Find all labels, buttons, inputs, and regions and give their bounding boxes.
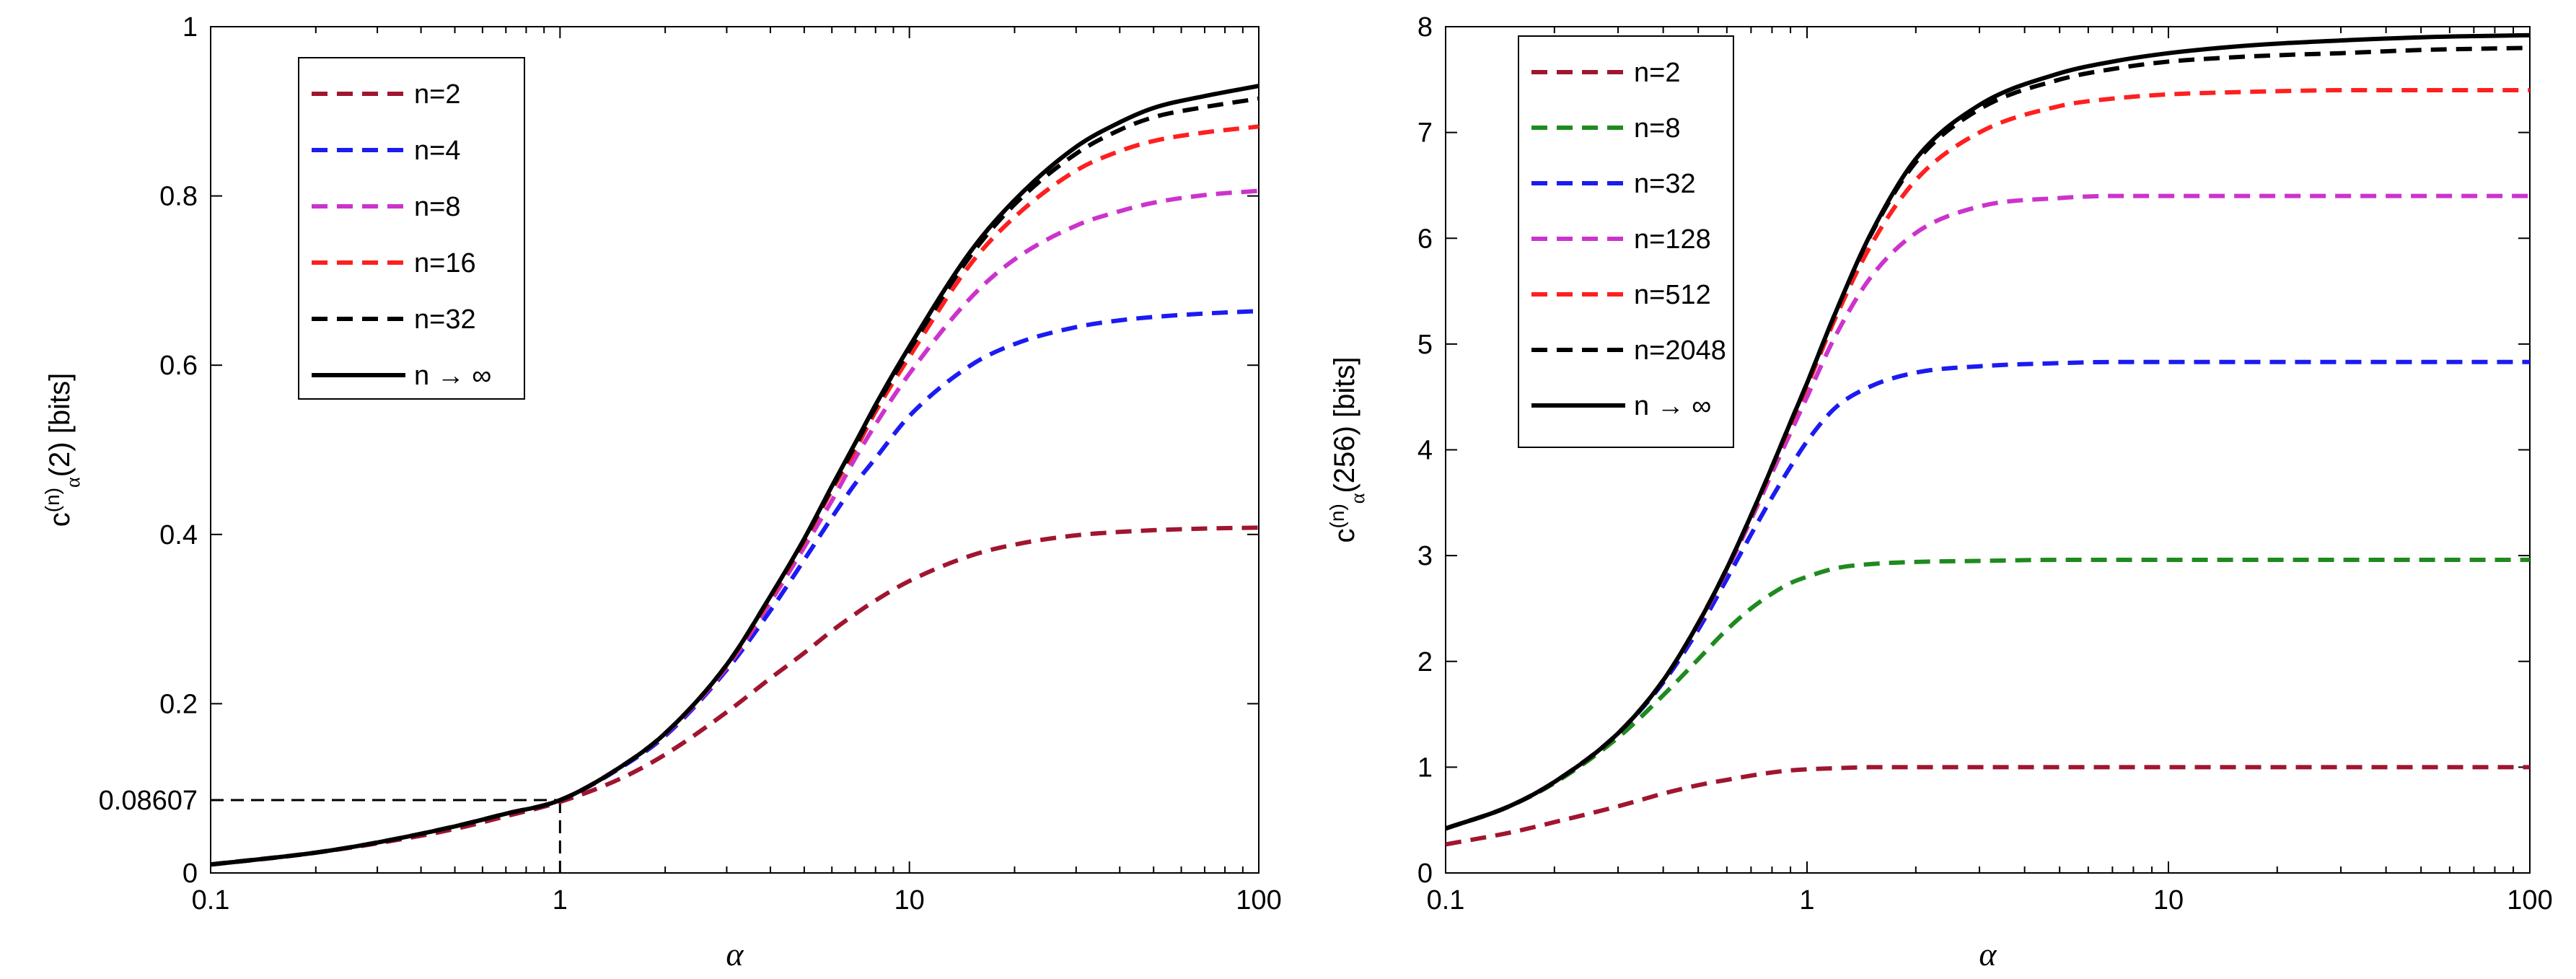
legend-label: n=2048 <box>1634 335 1726 366</box>
legend-label: n → ∞ <box>414 361 491 391</box>
legend-label: n=8 <box>414 192 460 222</box>
y-axis-label-text: c(n)α(2) [bits] <box>41 373 84 527</box>
series-curves <box>211 84 1259 867</box>
series-curves <box>1446 32 2530 847</box>
y-tick-label: 8 <box>1417 12 1433 43</box>
y-tick-label: 7 <box>1417 118 1433 149</box>
legend-label: n=2 <box>1634 58 1680 88</box>
annotation-label: 0.08607 <box>99 786 198 816</box>
series-line-3 <box>211 188 1259 867</box>
y-tick-label: 0.4 <box>159 520 198 550</box>
series-line-5 <box>1446 87 2530 831</box>
series-line-6 <box>211 84 1259 867</box>
x-tick-label: 0.1 <box>192 885 230 916</box>
series-line-6 <box>1446 45 2530 831</box>
y-axis-label-text: c(n)α(256) [bits] <box>1326 357 1369 543</box>
y-axis-label-rest: (2) [bits] <box>44 373 76 477</box>
legend-label: n → ∞ <box>1634 391 1711 421</box>
y-tick-label: 4 <box>1417 436 1433 466</box>
legend-label: n=2 <box>414 79 460 110</box>
legend-box <box>1518 35 1734 448</box>
legend-label: n=32 <box>1634 169 1696 199</box>
y-axis-label-sup: (n) <box>41 488 63 512</box>
y-tick-label: 1 <box>183 12 198 43</box>
y-tick-label: 1 <box>1417 752 1433 783</box>
y-axis-label-rest: (256) [bits] <box>1329 357 1360 493</box>
x-tick-label: 0.1 <box>1427 885 1465 916</box>
x-tick-label: 100 <box>1236 885 1281 916</box>
x-tick-label: 10 <box>2153 885 2184 916</box>
y-axis-label-base: c <box>1329 528 1360 543</box>
x-axis-label: α <box>1979 936 1997 973</box>
series-line-2 <box>1446 557 2530 831</box>
y-axis-label-sub: α <box>1347 493 1369 504</box>
y-tick-label: 0.8 <box>159 182 198 212</box>
x-tick-label: 1 <box>1799 885 1814 916</box>
y-axis-label: c(n)α(256) [bits] <box>1326 357 1369 543</box>
legend-label: n=128 <box>1634 224 1711 255</box>
legend-box <box>298 57 525 400</box>
y-tick-label: 6 <box>1417 224 1433 254</box>
series-line-1 <box>1446 765 2530 847</box>
y-axis-label-sub: α <box>62 477 84 488</box>
minor-ticks <box>315 27 1244 873</box>
y-axis-label-sup: (n) <box>1326 504 1348 528</box>
series-line-1 <box>211 525 1259 867</box>
legend: n=2 n=8 n=32 n=128 n=512 n=2048 n → ∞ <box>1518 35 1734 448</box>
legend-label: n=512 <box>1634 280 1711 310</box>
y-tick-label: 2 <box>1417 647 1433 677</box>
legend-label: n=8 <box>1634 113 1680 144</box>
y-tick-label: 3 <box>1417 541 1433 571</box>
legend-label: n=16 <box>414 248 476 278</box>
y-tick-label: 0 <box>1417 859 1433 889</box>
legend: n=2 n=4 n=8 n=16 n=32 n → ∞ <box>298 57 525 400</box>
minor-ticks <box>1553 27 2515 873</box>
y-tick-label: 0.6 <box>159 351 198 381</box>
legend-label: n=4 <box>414 136 460 166</box>
legend-label: n=32 <box>414 304 476 335</box>
y-tick-label: 5 <box>1417 330 1433 360</box>
y-tick-label: 0 <box>183 859 198 889</box>
y-axis-label: c(n)α(2) [bits] <box>41 373 84 527</box>
x-axis-label: α <box>726 936 744 973</box>
x-tick-label: 100 <box>2507 885 2552 916</box>
y-tick-label: 0.2 <box>159 689 198 719</box>
x-tick-label: 1 <box>553 885 568 916</box>
y-axis-label-base: c <box>44 512 76 527</box>
series-line-7 <box>1446 32 2530 831</box>
x-tick-label: 10 <box>894 885 925 916</box>
